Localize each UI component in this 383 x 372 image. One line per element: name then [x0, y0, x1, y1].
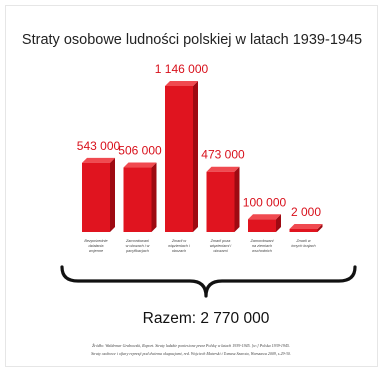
bar-side [193, 81, 198, 232]
value-label: 543 000 [77, 139, 121, 153]
bar-top [123, 162, 157, 168]
bar-front [206, 171, 235, 232]
bar-side [317, 224, 323, 232]
bar [123, 162, 157, 232]
source-line-2: Straty osobowe i ofiary represji pod dwi… [91, 351, 291, 357]
category-label: Zamordowani na ziemiach wschodnich [249, 239, 273, 253]
bar-side [276, 214, 281, 232]
bar [82, 157, 115, 232]
bar-front [165, 86, 193, 232]
bar-side [151, 162, 157, 232]
bar-side [110, 157, 115, 232]
bar-top [165, 81, 198, 86]
category-label: Zmarli poza więzieniami i obozami [210, 239, 232, 253]
bar-front [289, 229, 318, 232]
bar-top [82, 157, 115, 163]
chart-border [5, 5, 378, 367]
bar [289, 224, 323, 232]
value-label: 100 000 [243, 195, 287, 209]
bar-top [206, 166, 240, 172]
category-label: Zmarli w więzieniach i obozach [168, 239, 190, 253]
value-label: 2 000 [291, 205, 321, 219]
curly-brace [60, 265, 357, 298]
category-label: Zamordowani w obozach i w pacyfikacjach [125, 239, 150, 253]
category-label: Zmarli w innych krajach [291, 239, 315, 248]
bar-front [82, 162, 110, 232]
category-labels-group: Bezpośrednie działania wojenne Zamordowani w… [84, 239, 315, 253]
bar [248, 214, 281, 232]
total-label: Razem: 2 770 000 [143, 310, 270, 327]
bar-top [289, 224, 323, 229]
value-label: 506 000 [118, 144, 162, 158]
bar [165, 81, 198, 232]
bar-side [234, 166, 240, 232]
bars-group [82, 81, 323, 232]
chart-title: Straty osobowe ludności polskiej w latac… [22, 32, 362, 48]
source-line-1: Źródło: Waldemar Grabowski, Raport. Stra… [92, 343, 290, 349]
value-label: 473 000 [201, 148, 245, 162]
bar-top [248, 214, 281, 220]
bar [206, 166, 240, 232]
category-label: Bezpośrednie działania wojenne [84, 239, 107, 253]
value-label: 1 146 000 [155, 62, 209, 76]
bar-front [123, 167, 152, 232]
bar-front [248, 219, 276, 232]
